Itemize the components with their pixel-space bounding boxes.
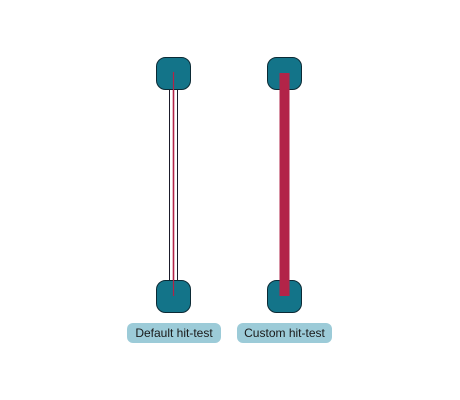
default-hit-test-diagram: Default hit-test <box>127 57 221 343</box>
custom-edge[interactable] <box>279 73 290 296</box>
default-hit-test-label-text: Default hit-test <box>135 326 213 340</box>
custom-hit-test-label-text: Custom hit-test <box>244 326 325 340</box>
default-hit-test-label: Default hit-test <box>127 323 221 343</box>
custom-hit-test-diagram: Custom hit-test <box>237 57 332 343</box>
custom-hit-test-label: Custom hit-test <box>237 323 332 343</box>
